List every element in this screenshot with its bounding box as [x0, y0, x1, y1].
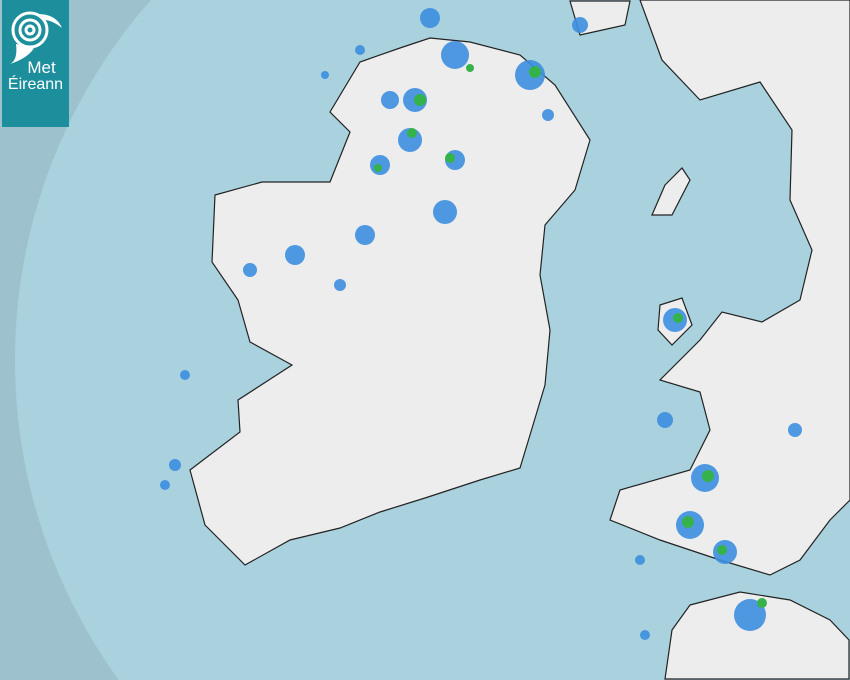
logo-text-eireann: Éireann: [7, 76, 64, 93]
rain-echoes: [160, 8, 802, 640]
logo-text-met: Met: [27, 58, 56, 77]
isle-of-man: [651, 167, 691, 216]
south-west-england: [664, 591, 850, 680]
ireland: [189, 37, 591, 566]
met-eireann-logo: Met Éireann: [2, 0, 69, 127]
swirl-icon: [9, 11, 62, 64]
